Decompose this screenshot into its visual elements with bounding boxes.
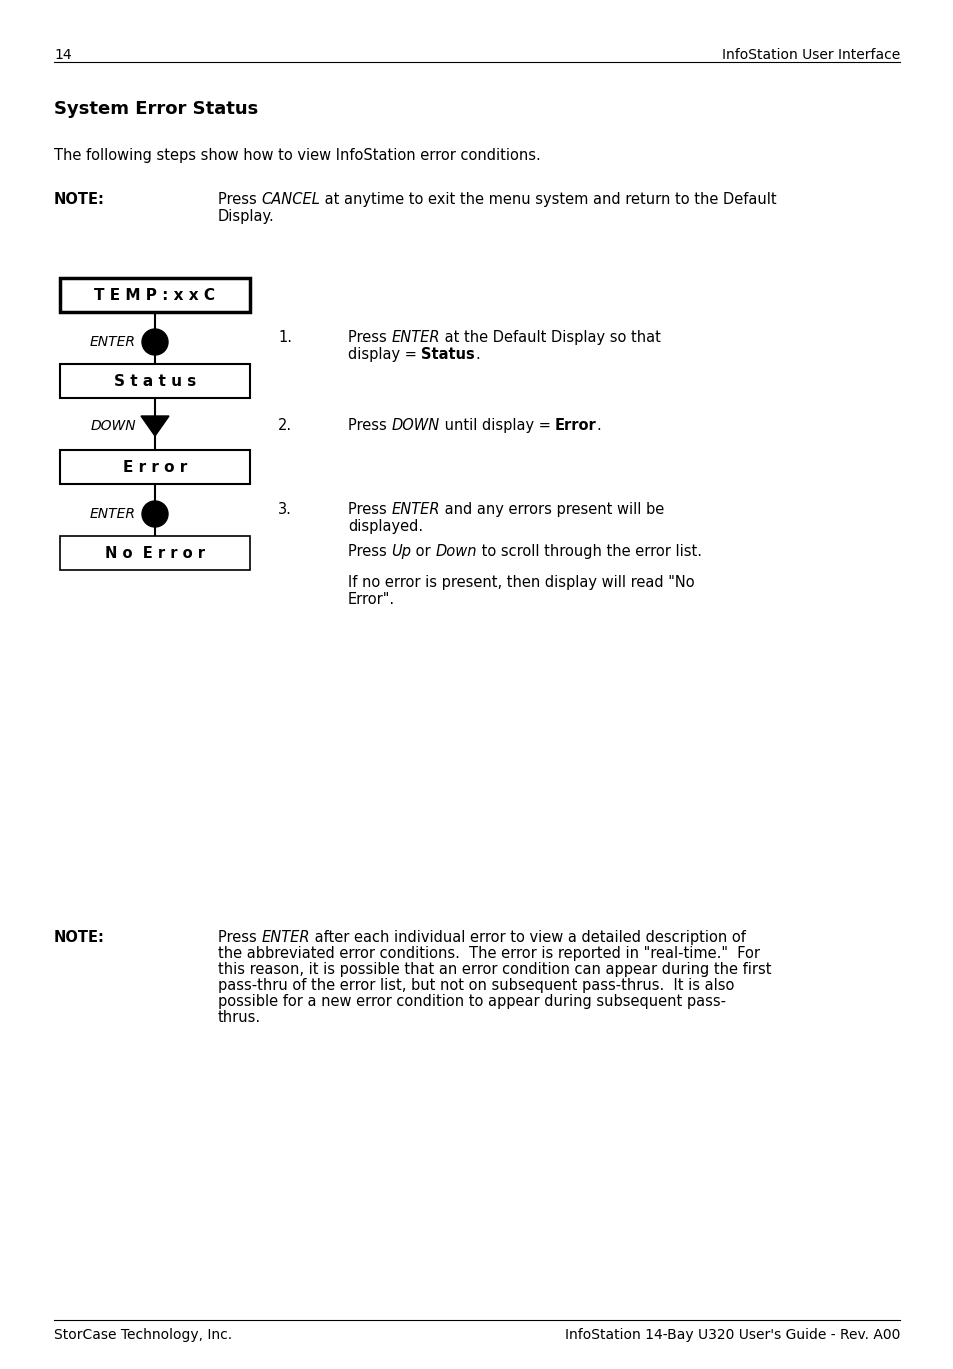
Text: CANCEL: CANCEL [261,192,320,207]
Polygon shape [141,416,169,435]
Text: NOTE:: NOTE: [54,930,105,945]
Text: possible for a new error condition to appear during subsequent pass-: possible for a new error condition to ap… [218,994,725,1009]
Text: Press: Press [348,543,391,559]
Text: System Error Status: System Error Status [54,100,258,118]
Text: ENTER: ENTER [90,507,136,522]
Text: E r r o r: E r r o r [123,460,187,475]
Text: until display =: until display = [439,418,555,433]
Text: to scroll through the error list.: to scroll through the error list. [476,543,701,559]
Text: InfoStation User Interface: InfoStation User Interface [721,48,899,62]
Text: DOWN: DOWN [391,418,439,433]
Text: InfoStation 14-Bay U320 User's Guide - Rev. A00: InfoStation 14-Bay U320 User's Guide - R… [564,1328,899,1342]
Text: 2.: 2. [277,418,292,433]
Text: at the Default Display so that: at the Default Display so that [439,330,660,345]
Text: Press: Press [218,930,261,945]
Bar [60,364,250,398]
Text: Press: Press [348,330,391,345]
Text: T E M P : x x C: T E M P : x x C [94,287,215,303]
Text: the abbreviated error conditions.  The error is reported in "real-time."  For: the abbreviated error conditions. The er… [218,946,760,961]
Text: Error".: Error". [348,591,395,606]
Text: Down: Down [436,543,476,559]
Text: Press: Press [348,418,391,433]
Text: StorCase Technology, Inc.: StorCase Technology, Inc. [54,1328,232,1342]
Text: Up: Up [391,543,411,559]
Text: .: . [475,346,479,361]
Text: 1.: 1. [277,330,292,345]
Text: Status: Status [421,346,475,361]
Text: Error: Error [555,418,597,433]
Text: ENTER: ENTER [261,930,310,945]
Text: this reason, it is possible that an error condition can appear during the first: this reason, it is possible that an erro… [218,962,771,977]
Bar [60,537,250,570]
Text: display =: display = [348,346,421,361]
Circle shape [142,329,168,355]
Bar [60,450,250,485]
Circle shape [142,501,168,527]
Text: Display.: Display. [218,209,274,225]
Text: S t a t u s: S t a t u s [113,374,196,389]
Text: and any errors present will be: and any errors present will be [439,502,663,517]
Text: ENTER: ENTER [90,335,136,349]
Text: 3.: 3. [277,502,292,517]
Text: If no error is present, then display will read "No: If no error is present, then display wil… [348,575,694,590]
Text: Press: Press [218,192,261,207]
Text: or: or [411,543,436,559]
Bar [60,278,250,312]
Text: N o  E r r o r: N o E r r o r [105,545,205,560]
Text: at anytime to exit the menu system and return to the Default: at anytime to exit the menu system and r… [320,192,776,207]
Text: after each individual error to view a detailed description of: after each individual error to view a de… [310,930,745,945]
Text: 14: 14 [54,48,71,62]
Text: Press: Press [348,502,391,517]
Text: ENTER: ENTER [391,502,439,517]
Text: DOWN: DOWN [91,419,136,433]
Text: thrus.: thrus. [218,1010,261,1025]
Text: displayed.: displayed. [348,519,423,534]
Text: NOTE:: NOTE: [54,192,105,207]
Text: ENTER: ENTER [391,330,439,345]
Text: .: . [597,418,601,433]
Text: pass-thru of the error list, but not on subsequent pass-thrus.  It is also: pass-thru of the error list, but not on … [218,977,734,993]
Text: The following steps show how to view InfoStation error conditions.: The following steps show how to view Inf… [54,148,540,163]
